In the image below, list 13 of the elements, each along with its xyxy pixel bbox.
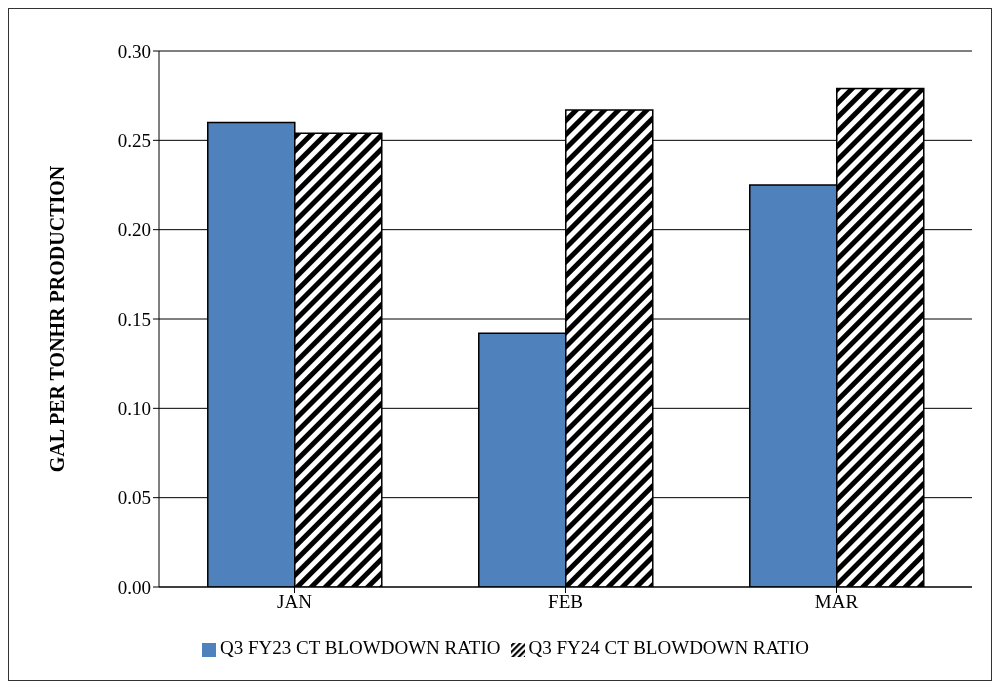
y-tick-label: 0.15 <box>117 308 151 330</box>
y-tick-label: 0.05 <box>117 487 151 509</box>
y-tick-label: 0.30 <box>117 40 151 62</box>
legend-label: Q3 FY24 CT BLOWDOWN RATIO <box>528 637 809 658</box>
y-axis-title: GAL PER TONHR PRODUCTION <box>46 165 69 473</box>
y-tick-label: 0.10 <box>117 398 151 420</box>
x-tick-label: JAN <box>277 591 313 613</box>
y-tick-label: 0.00 <box>117 576 151 598</box>
y-tick-label: 0.20 <box>117 219 151 241</box>
legend-label: Q3 FY23 CT BLOWDOWN RATIO <box>220 637 501 658</box>
x-tick-label: FEB <box>548 591 583 613</box>
x-tick-label: MAR <box>814 591 859 613</box>
y-tick-label: 0.25 <box>117 130 151 152</box>
